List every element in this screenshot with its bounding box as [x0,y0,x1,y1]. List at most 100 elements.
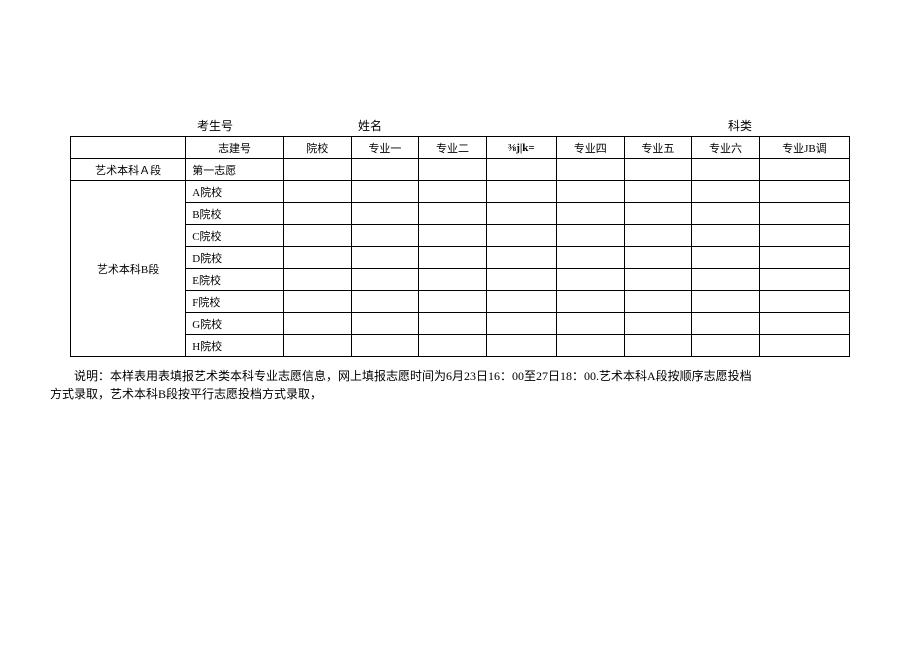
cell [692,159,760,181]
cell [419,269,487,291]
cell [283,203,351,225]
cell [419,203,487,225]
cell [759,269,849,291]
cell [692,247,760,269]
cell [486,203,556,225]
section-b-row-2: C院校 [71,225,850,247]
application-table: 志建号 院校 专业一 专业二 ⅜j|k= 专业四 专业五 专业六 专业JB调 艺… [70,136,850,357]
cell [759,247,849,269]
header-major2: 专业二 [419,137,487,159]
section-b-row-5: F院校 [71,291,850,313]
cell [283,313,351,335]
header-major1: 专业一 [351,137,419,159]
section-b-choice-7: H院校 [186,335,284,357]
name-label: 姓名 [250,117,490,134]
cell [692,313,760,335]
cell [486,247,556,269]
cell [419,159,487,181]
cell [692,291,760,313]
cell [283,159,351,181]
cell [283,291,351,313]
section-a-choice: 第一志愿 [186,159,284,181]
cell [351,225,419,247]
cell [759,335,849,357]
section-a-label: 艺术本科Ａ段 [71,159,186,181]
cell [283,247,351,269]
section-b-row-3: D院校 [71,247,850,269]
section-b-choice-1: B院校 [186,203,284,225]
cell [759,159,849,181]
top-labels-row: 考生号 姓名 科类 [70,117,850,134]
cell [486,159,556,181]
cell [556,181,624,203]
cell [624,291,692,313]
cell [419,247,487,269]
cell [283,225,351,247]
header-school: 院校 [283,137,351,159]
header-row: 志建号 院校 专业一 专业二 ⅜j|k= 专业四 专业五 专业六 专业JB调 [71,137,850,159]
header-major4: 专业四 [556,137,624,159]
section-b-row-7: H院校 [71,335,850,357]
cell [351,181,419,203]
cell [556,291,624,313]
cell [351,313,419,335]
header-adjust: 专业JB调 [759,137,849,159]
cell [556,159,624,181]
cell [624,181,692,203]
header-major5: 专业五 [624,137,692,159]
section-b-row-6: G院校 [71,313,850,335]
cell [692,203,760,225]
cell [486,335,556,357]
section-b-row-1: B院校 [71,203,850,225]
section-b-label: 艺术本科B段 [71,181,186,357]
cell [624,269,692,291]
cell [556,225,624,247]
section-b-choice-4: E院校 [186,269,284,291]
section-a-row: 艺术本科Ａ段 第一志愿 [71,159,850,181]
cell [419,291,487,313]
cell [759,181,849,203]
section-b-row-4: E院校 [71,269,850,291]
header-choice: 志建号 [186,137,284,159]
cell [419,313,487,335]
form-container: 考生号 姓名 科类 志建号 院校 专业一 专业二 ⅜j|k= 专业四 专业五 专… [70,117,850,357]
cell [692,225,760,247]
cell [692,181,760,203]
cell [419,181,487,203]
note-line2: 方式录取，艺术本科B段按平行志愿投档方式录取， [50,385,870,403]
cell [556,313,624,335]
cell [283,335,351,357]
cell [624,159,692,181]
cell [351,247,419,269]
cell [759,203,849,225]
note-line1: 说明：本样表用表填报艺术类本科专业志愿信息，网上填报志愿时间为6月23日16：0… [50,367,870,385]
cell [556,247,624,269]
cell [419,225,487,247]
header-major6: 专业六 [692,137,760,159]
cell [556,269,624,291]
section-b-row-0: 艺术本科B段 A院校 [71,181,850,203]
cell [351,159,419,181]
section-b-choice-5: F院校 [186,291,284,313]
cell [283,181,351,203]
cell [351,291,419,313]
cell [624,247,692,269]
cell [486,313,556,335]
exam-id-label: 考生号 [70,117,250,134]
cell [351,203,419,225]
cell [283,269,351,291]
cell [351,335,419,357]
header-major3: ⅜j|k= [486,137,556,159]
cell [624,203,692,225]
category-label: 科类 [490,117,850,134]
cell [556,203,624,225]
header-blank [71,137,186,159]
cell [624,313,692,335]
cell [419,335,487,357]
section-b-choice-0: A院校 [186,181,284,203]
cell [692,335,760,357]
note-block: 说明：本样表用表填报艺术类本科专业志愿信息，网上填报志愿时间为6月23日16：0… [50,367,870,403]
cell [759,225,849,247]
cell [556,335,624,357]
cell [486,181,556,203]
